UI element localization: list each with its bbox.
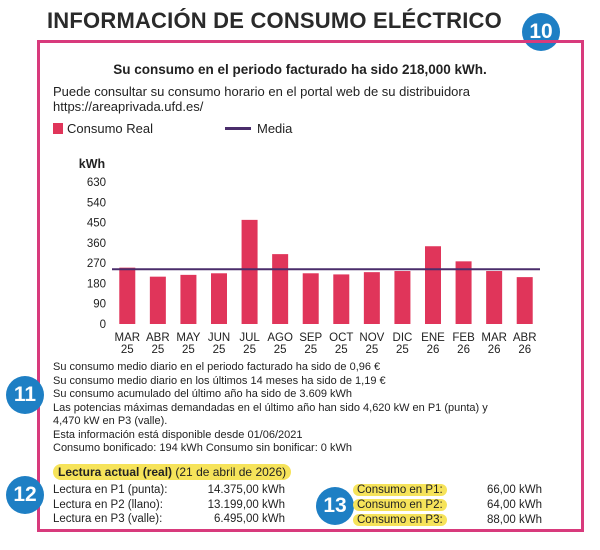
lectura-heading: Lectura actual (real) (21 de abril de 20… [53,464,292,480]
periodo-label: Consumo en P1: [353,484,447,496]
info-line-1: Su consumo medio diario en el periodo fa… [53,361,381,373]
x-tick-month: OCT [329,332,353,344]
x-tick-year: 25 [274,344,287,356]
bar-mar-25 [119,267,136,324]
bar-jul-25 [241,219,258,324]
lectura-value: 13.199,00 kWh [207,498,285,511]
portal-text: Puede consultar su consumo horario en el… [53,84,470,99]
x-tick-year: 25 [365,344,378,356]
info-line-3: Su consumo acumulado del último año ha s… [53,388,353,400]
x-tick-month: DIC [393,332,413,344]
bar-jun-25 [211,273,227,324]
x-tick-month: NOV [359,332,384,344]
y-axis-label: kWh [79,157,105,171]
lectura-row: Lectura en P1 (punta): 14.375,00 kWh [53,483,285,498]
bar-mar-26 [486,271,503,324]
y-tick-label: 270 [87,258,106,270]
x-tick-month: ENE [421,332,445,344]
x-tick-year: 25 [151,344,164,356]
legend-line-swatch [225,127,251,130]
x-tick-year: 25 [182,344,195,356]
lectura-value: 14.375,00 kWh [207,484,285,496]
portal-notice: Puede consultar su consumo horario en el… [53,84,573,114]
periodo-value: 88,00 kWh [487,514,542,526]
x-tick-month: ABR [513,332,537,344]
x-tick-year: 26 [427,344,440,356]
bar-abr-25 [149,276,166,324]
y-tick-label: 0 [100,319,106,331]
y-tick-label: 540 [87,197,106,209]
lectura-value: 6.495,00 kWh [214,513,285,525]
lectura-table: Lectura en P1 (punta): 14.375,00 kWh Lec… [53,483,285,527]
bar-nov-25 [363,272,380,324]
lectura-label: Lectura en P2 (llano): [53,498,163,511]
bar-abr-26 [516,277,533,324]
x-tick-year: 25 [304,344,317,356]
lectura-title: Lectura actual (real) [58,465,173,479]
y-tick-label: 180 [87,278,106,290]
bar-sep-25 [302,273,319,324]
x-tick-year: 25 [213,344,226,356]
x-tick-month: ABR [146,332,170,344]
lectura-highlight: Lectura actual (real) (21 de abril de 20… [53,464,292,480]
page-title: INFORMACIÓN DE CONSUMO ELÉCTRICO [47,8,502,33]
x-tick-month: MAY [176,332,200,344]
periodo-label: Consumo en P3: [353,514,447,526]
portal-url[interactable]: https://areaprivada.ufd.es/ [53,99,204,114]
x-tick-year: 26 [518,344,531,356]
legend-bar-label: Consumo Real [67,121,153,136]
periodo-row: Consumo en P2: 64,00 kWh [353,498,542,513]
callout-badge-13: 13 [316,487,354,525]
callout-badge-12: 12 [6,476,44,514]
bar-feb-26 [455,261,472,324]
x-tick-month: SEP [299,332,322,344]
periodo-row: Consumo en P3: 88,00 kWh [353,513,542,528]
legend-line-label: Media [257,121,293,136]
x-tick-year: 25 [121,344,134,356]
lectura-label: Lectura en P1 (punta): [53,484,168,496]
periodo-row: Consumo en P1: 66,00 kWh [353,483,542,498]
x-tick-month: FEB [452,332,475,344]
lectura-label: Lectura en P3 (valle): [53,513,163,525]
bar-dic-25 [394,271,411,324]
periodo-consumo-table: Consumo en P1: 66,00 kWh Consumo en P2: … [353,483,542,528]
info-line-5: 4,470 kW en P3 (valle). [53,415,168,427]
y-tick-label: 360 [87,238,106,250]
y-tick-label: 450 [87,218,106,230]
bar-oct-25 [333,274,350,324]
bar-ene-26 [425,246,441,324]
x-tick-month: MAR [115,332,141,344]
period-consumption-headline: Su consumo en el periodo facturado ha si… [113,62,487,77]
x-tick-year: 25 [396,344,409,356]
y-tick-label: 90 [93,299,106,311]
x-tick-year: 26 [457,344,470,356]
lectura-row: Lectura en P2 (llano): 13.199,00 kWh [53,498,285,513]
info-line-6: Esta información está disponible desde 0… [53,428,303,441]
y-tick-label: 630 [87,177,106,189]
periodo-label: Consumo en P2: [353,499,447,511]
x-tick-year: 25 [335,344,348,356]
consumption-frame [37,40,584,532]
info-line-4: Las potencias máximas demandadas en el ú… [53,401,488,414]
x-tick-month: AGO [267,332,293,344]
chart-legend: Consumo Real Media [53,121,292,136]
periodo-value: 66,00 kWh [487,484,542,496]
bar-may-25 [180,274,197,324]
x-tick-month: MAR [481,332,507,344]
periodo-value: 64,00 kWh [487,499,542,511]
consumption-info: Su consumo medio diario en el periodo fa… [53,361,573,456]
lectura-date: (21 de abril de 2026) [175,465,287,479]
x-tick-month: JUN [208,332,230,344]
legend-bar-swatch [53,123,63,134]
callout-badge-11: 11 [6,376,44,414]
x-tick-year: 25 [243,344,256,356]
info-line-2: Su consumo medio diario en los últimos 1… [53,374,386,387]
info-line-7: Consumo bonificado: 194 kWh Consumo sin … [53,442,352,454]
callout-badge-10: 10 [522,13,560,51]
x-tick-month: JUL [239,332,260,344]
lectura-row: Lectura en P3 (valle): 6.495,00 kWh [53,512,285,527]
x-tick-year: 26 [488,344,501,356]
bar-ago-25 [272,254,289,324]
